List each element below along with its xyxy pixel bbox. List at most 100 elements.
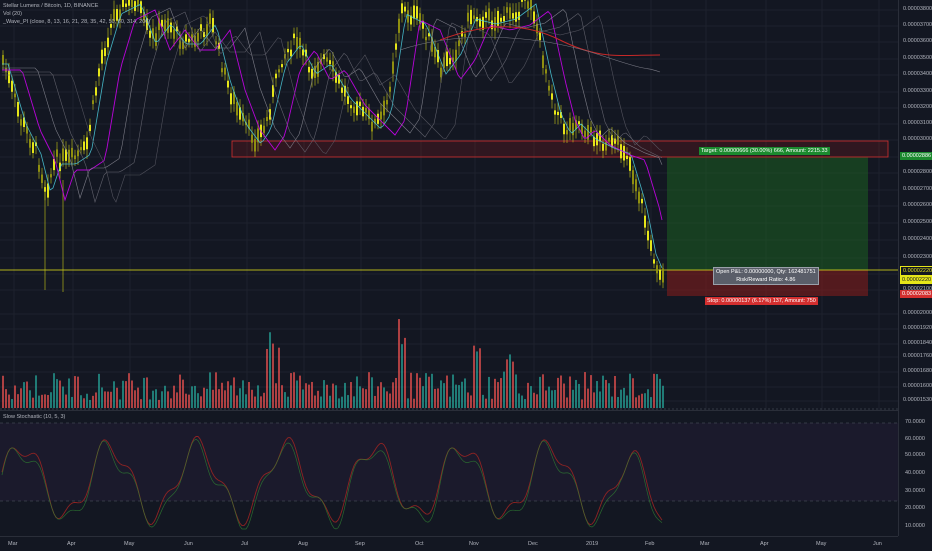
volume-legend: Vol (20) xyxy=(3,11,22,17)
ma-line xyxy=(2,15,663,203)
volume-bar xyxy=(548,386,550,408)
stochastic-axis-label: 60.0000 xyxy=(905,436,925,442)
candle xyxy=(419,13,421,24)
volume-bar xyxy=(275,383,277,408)
volume-bar xyxy=(134,390,136,408)
time-axis-label: Mar xyxy=(8,541,18,547)
candle xyxy=(374,118,376,124)
volume-bar xyxy=(515,374,517,408)
price-axis-label: 0.00003100 xyxy=(903,120,932,126)
candle xyxy=(551,93,553,100)
candle xyxy=(62,148,64,162)
candle xyxy=(302,49,304,56)
volume-bar xyxy=(263,392,265,408)
candle xyxy=(80,147,82,151)
candle xyxy=(410,15,412,25)
candle xyxy=(122,0,124,7)
volume-bar xyxy=(554,389,556,408)
volume-bar xyxy=(47,395,49,408)
candle xyxy=(239,107,241,120)
pnl-label[interactable]: Open P&L: 0.00000000, Qty: 162481751 Ris… xyxy=(713,267,819,285)
price-axis-label: 0.00001680 xyxy=(903,368,932,374)
price-axis-label: 0.00001840 xyxy=(903,340,932,346)
chart-title: Stellar Lumens / Bitcoin, 1D, BINANCE xyxy=(3,3,99,9)
candle xyxy=(77,150,79,157)
candle xyxy=(521,0,523,2)
candle xyxy=(578,121,580,125)
volume-bar xyxy=(590,375,592,408)
price-axis-label: 0.00003300 xyxy=(903,88,932,94)
ma-line xyxy=(2,3,663,269)
price-chart[interactable] xyxy=(0,0,898,410)
price-axis[interactable]: 0.00003800 0.00003700 0.00003600 0.00003500… xyxy=(898,0,932,536)
stochastic-chart[interactable] xyxy=(0,411,898,536)
volume-bar xyxy=(383,387,385,408)
candle xyxy=(659,269,661,280)
price-axis-label: 0.00002500 xyxy=(903,219,932,225)
candle xyxy=(107,37,109,48)
volume-bar xyxy=(368,372,370,408)
stochastic-pane[interactable]: Slow Stochastic (10, 5, 3) xyxy=(0,411,898,536)
candle xyxy=(335,72,337,83)
candle xyxy=(416,6,418,19)
volume-bar xyxy=(101,387,103,408)
candle xyxy=(539,32,541,41)
candle xyxy=(137,0,139,6)
volume-bar xyxy=(179,374,181,408)
candle xyxy=(218,42,220,49)
volume-bar xyxy=(371,377,373,408)
candle xyxy=(584,130,586,137)
volume-bar xyxy=(32,397,34,408)
candle xyxy=(641,198,643,204)
volume-bar xyxy=(479,348,481,408)
volume-bar xyxy=(506,359,508,408)
price-axis-label: 0.00003600 xyxy=(903,38,932,44)
volume-bar xyxy=(254,396,256,408)
volume-bar xyxy=(8,394,10,408)
price-chart-pane[interactable]: Stellar Lumens / Bitcoin, 1D, BINANCE Vo… xyxy=(0,0,898,410)
volume-bar xyxy=(197,393,199,408)
volume-bar xyxy=(470,395,472,408)
volume-bar xyxy=(17,394,19,408)
candle xyxy=(407,10,409,23)
candle xyxy=(14,93,16,98)
candle xyxy=(38,164,40,172)
volume-bar xyxy=(284,392,286,408)
volume-bar xyxy=(125,381,127,408)
volume-bar xyxy=(416,373,418,408)
candle xyxy=(149,30,151,38)
volume-bar xyxy=(308,384,310,408)
volume-bar xyxy=(164,385,166,408)
candle xyxy=(152,28,154,39)
time-axis-label: Jul xyxy=(241,541,249,547)
candle xyxy=(587,124,589,140)
pane-separator[interactable] xyxy=(0,410,898,411)
stop-label[interactable]: Stop: 0.00000137 (6.17%) 137, Amount: 75… xyxy=(705,297,818,305)
volume-bar xyxy=(338,398,340,408)
volume-bar xyxy=(356,376,358,408)
target-label[interactable]: Target: 0.00000666 (30.00%) 666, Amount:… xyxy=(699,147,830,155)
candle xyxy=(71,147,73,158)
time-axis-label: Oct xyxy=(415,541,424,547)
volume-bar xyxy=(560,375,562,408)
volume-bar xyxy=(311,381,313,408)
candle xyxy=(8,70,10,84)
candle xyxy=(215,41,217,45)
volume-bar xyxy=(344,382,346,408)
volume-bar xyxy=(350,382,352,408)
candle xyxy=(197,32,199,42)
time-axis[interactable]: Mar Apr May Jun Jul Aug Sep Oct Nov Dec 2019 Feb Mar… xyxy=(0,536,898,551)
volume-bar xyxy=(59,380,61,408)
candle xyxy=(515,12,517,22)
candle xyxy=(119,9,121,21)
volume-bar xyxy=(446,375,448,408)
ma-200-line xyxy=(439,26,661,57)
price-axis-label: 0.00003400 xyxy=(903,71,932,77)
candle xyxy=(131,0,133,8)
volume-bar xyxy=(620,389,622,408)
volume-bar xyxy=(464,378,466,408)
volume-bar xyxy=(329,395,331,408)
candle xyxy=(632,170,634,185)
volume-bar xyxy=(593,392,595,408)
candle xyxy=(266,116,268,122)
